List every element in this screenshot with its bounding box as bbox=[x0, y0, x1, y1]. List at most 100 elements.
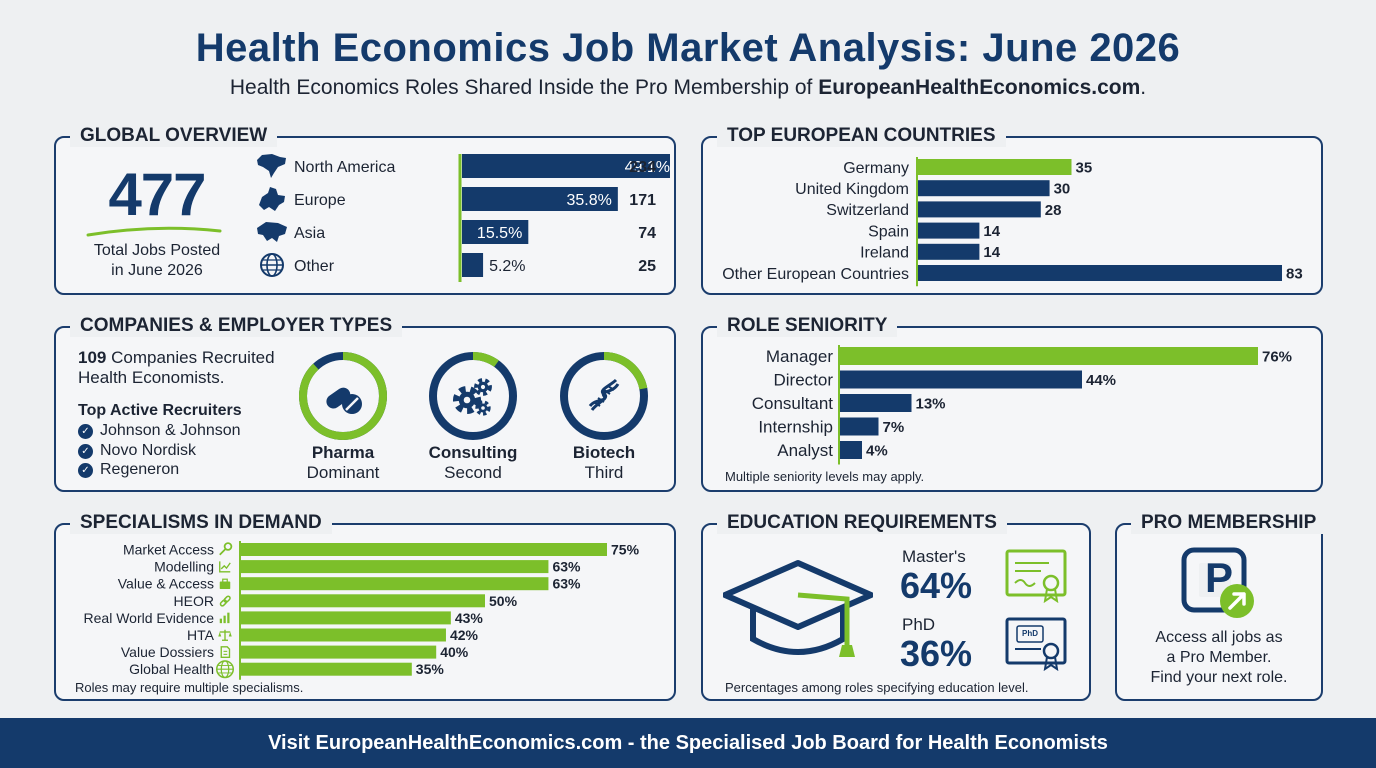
page-subtitle: Health Economics Roles Shared Inside the… bbox=[0, 76, 1376, 100]
type-rank-pharma: Dominant bbox=[306, 463, 380, 482]
specialism-value-label: 63% bbox=[552, 576, 581, 592]
specialism-label: Real World Evidence bbox=[84, 610, 215, 626]
type-name-consulting: Consulting bbox=[428, 443, 518, 462]
ring-fill bbox=[560, 352, 648, 440]
education-note: Percentages among roles specifying educa… bbox=[725, 680, 1029, 695]
specialism-value-label: 42% bbox=[450, 627, 479, 643]
pro-line-2: a Pro Member. bbox=[1166, 649, 1272, 666]
phd-label: PhD bbox=[902, 615, 936, 634]
phd-badge-label: PhD bbox=[1022, 629, 1038, 638]
check-icon: ✓ bbox=[78, 463, 93, 478]
specialism-value-label: 63% bbox=[552, 559, 581, 575]
region-percent-label: 5.2% bbox=[489, 258, 525, 275]
region-value-label: 74 bbox=[638, 225, 656, 242]
pills-icon bbox=[326, 387, 362, 414]
region-label: North America bbox=[294, 159, 395, 176]
seniority-panel: ROLE SENIORITY Manager 76% Director 44% Cons… bbox=[701, 315, 1323, 492]
country-value-label: 14 bbox=[983, 244, 1000, 261]
country-value-label: 83 bbox=[1286, 265, 1303, 282]
specialism-label: HEOR bbox=[174, 593, 214, 609]
specialism-label: Market Access bbox=[123, 542, 214, 558]
specialism-value-label: 43% bbox=[455, 610, 484, 626]
footer-banner[interactable]: Visit EuropeanHealthEconomics.com - the … bbox=[0, 718, 1376, 768]
seniority-label: Director bbox=[773, 371, 833, 390]
specialisms-note: Roles may require multiple specialisms. bbox=[75, 680, 304, 695]
masters-value: 64% bbox=[900, 565, 973, 606]
country-bar bbox=[918, 201, 1041, 218]
specialisms-panel: SPECIALISMS IN DEMAND Market Access 75% Mo… bbox=[54, 512, 676, 701]
global-overview-panel: GLOBAL OVERVIEW 477 Total Jobs Posted in… bbox=[54, 125, 676, 295]
region-value-label: 25 bbox=[638, 258, 656, 275]
ring-fill bbox=[429, 352, 517, 440]
pro-logo-letter: P bbox=[1204, 554, 1233, 601]
specialism-label: Global Health bbox=[129, 661, 214, 677]
region-percent-label: 49.1% bbox=[625, 159, 670, 176]
specialism-bar bbox=[241, 560, 549, 574]
country-value-label: 14 bbox=[983, 223, 1000, 240]
specialism-bar bbox=[241, 645, 437, 659]
seniority-label: Internship bbox=[758, 418, 833, 437]
region-value-label: 234 bbox=[629, 159, 656, 176]
specialism-value-label: 40% bbox=[440, 644, 469, 660]
seniority-value-label: 76% bbox=[1262, 348, 1292, 365]
total-caption-2: in June 2026 bbox=[111, 262, 203, 279]
asia-map-icon bbox=[257, 222, 287, 242]
specialism-label: HTA bbox=[187, 627, 215, 643]
region-label: Europe bbox=[294, 192, 346, 209]
seniority-bar bbox=[840, 441, 862, 459]
recruiter-name: Novo Nordisk bbox=[100, 442, 197, 459]
recruiter-item: ✓ Regeneron bbox=[78, 461, 179, 479]
north-america-map-icon bbox=[257, 154, 286, 178]
pro-line-1: Access all jobs as bbox=[1155, 629, 1283, 646]
country-bar bbox=[918, 180, 1050, 197]
seniority-label: Manager bbox=[766, 347, 833, 366]
specialism-value-label: 35% bbox=[416, 661, 445, 677]
pro-logo-icon[interactable] bbox=[1181, 547, 1261, 621]
region-value-label: 171 bbox=[629, 192, 656, 209]
education-heading: EDUCATION REQUIREMENTS bbox=[717, 512, 1007, 534]
country-label: Switzerland bbox=[826, 202, 909, 219]
region-bar bbox=[462, 253, 484, 277]
check-icon: ✓ bbox=[78, 424, 93, 439]
line-chart-icon bbox=[219, 561, 231, 573]
employer-ring-pharma bbox=[299, 352, 387, 440]
phd-value: 36% bbox=[900, 633, 973, 674]
phd-diploma-icon bbox=[1005, 617, 1067, 671]
region-label: Other bbox=[294, 258, 335, 275]
subtitle-prefix: Health Economics Roles Shared Inside the… bbox=[229, 76, 813, 99]
country-bar bbox=[918, 159, 1072, 175]
companies-heading: COMPANIES & EMPLOYER TYPES bbox=[70, 315, 403, 337]
page-title: Health Economics Job Market Analysis: Ju… bbox=[195, 26, 1181, 70]
seniority-value-label: 13% bbox=[916, 395, 946, 412]
companies-count-text-2: Health Economists. bbox=[78, 368, 225, 387]
region-label: Asia bbox=[294, 225, 325, 242]
seniority-bar bbox=[840, 394, 912, 412]
region-percent-label: 35.8% bbox=[566, 192, 611, 209]
key-icon bbox=[219, 542, 233, 556]
specialisms-heading: SPECIALISMS IN DEMAND bbox=[70, 512, 332, 534]
specialism-label: Modelling bbox=[154, 559, 214, 575]
specialism-value-label: 75% bbox=[611, 542, 640, 558]
country-label: Ireland bbox=[860, 245, 909, 262]
countries-heading: TOP EUROPEAN COUNTRIES bbox=[717, 125, 1006, 147]
country-value-label: 35 bbox=[1075, 159, 1092, 176]
recruiters-heading: Top Active Recruiters bbox=[78, 402, 242, 419]
companies-panel: COMPANIES & EMPLOYER TYPES 109 Companies… bbox=[54, 315, 676, 492]
seniority-bar bbox=[840, 347, 1258, 365]
briefcase-icon bbox=[219, 578, 231, 589]
ring-fill bbox=[299, 352, 387, 440]
region-bar bbox=[462, 220, 529, 244]
specialism-bar bbox=[241, 662, 412, 676]
country-label: Other European Countries bbox=[722, 266, 909, 283]
specialism-label: Value Dossiers bbox=[121, 644, 214, 660]
seniority-heading: ROLE SENIORITY bbox=[717, 315, 898, 337]
link-icon bbox=[219, 595, 231, 607]
type-rank-biotech: Third bbox=[584, 463, 624, 482]
gears-icon bbox=[452, 378, 492, 416]
region-percent-label: 15.5% bbox=[477, 225, 522, 242]
country-label: United Kingdom bbox=[795, 181, 909, 198]
country-bar bbox=[918, 222, 980, 239]
total-jobs-number: 477 bbox=[108, 161, 206, 228]
country-label: Spain bbox=[868, 223, 909, 240]
seniority-label: Consultant bbox=[752, 394, 834, 413]
